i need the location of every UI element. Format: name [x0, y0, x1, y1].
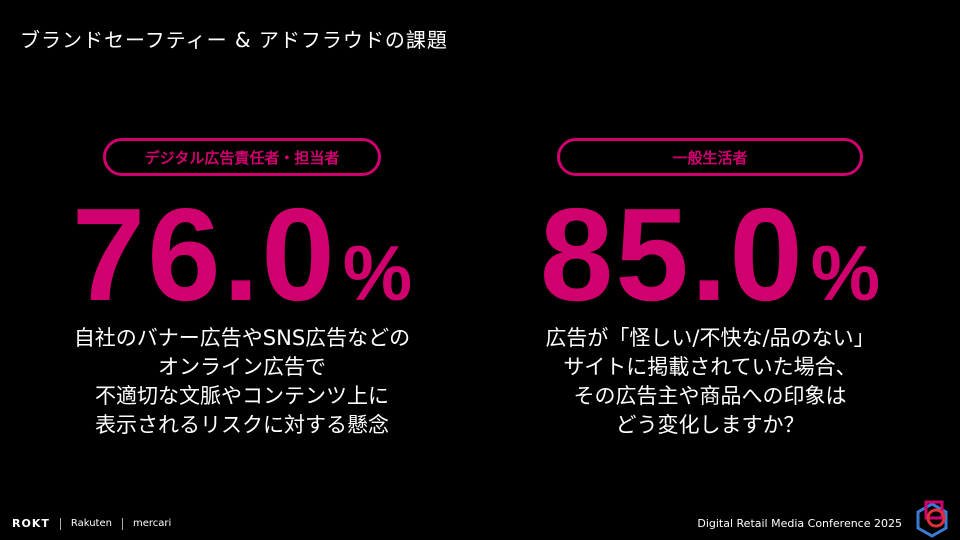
panel-description: 広告が「怪しい/不快な/品のない」 サイトに掲載されていた場合、 その広告主や商品へ…	[545, 324, 874, 440]
panel: デジタル広告責任者・担当者 76.0 % 自社のバナー広告やSNS広告などの オン…	[22, 138, 462, 440]
conference-logo	[916, 500, 948, 538]
description-line: 広告が「怪しい/不快な/品のない」	[545, 326, 875, 350]
separator	[121, 517, 123, 530]
stat-value: 85.0	[539, 181, 805, 328]
panel-description: 自社のバナー広告やSNS広告などの オンライン広告で不適切な文脈やコンテンツ上に表…	[74, 324, 410, 440]
description-line: サイトに掲載されていた場合、	[563, 355, 857, 379]
big-stat: 85.0 %	[539, 181, 881, 328]
logo-square	[924, 500, 944, 520]
logo-circle	[926, 508, 946, 528]
stat-unit: %	[810, 229, 881, 317]
description-line: その広告主や商品への印象は	[573, 384, 847, 408]
description-line: どう変化しますか？	[615, 413, 805, 437]
logo-text: Rakuten	[70, 518, 112, 529]
panel-label: デジタル広告責任者・担当者	[103, 138, 381, 176]
separator	[59, 517, 61, 530]
description-line: 自社のバナー広告やSNS広告などの	[73, 326, 411, 350]
logo-hex	[916, 502, 948, 538]
panel-label: 一般生活者	[557, 138, 863, 176]
logo-text: ROKT	[12, 517, 50, 530]
stat-value: 76.0	[71, 181, 337, 328]
description-line: 不適切な文脈やコンテンツ上に	[95, 384, 389, 408]
stat-unit: %	[342, 229, 413, 317]
footer-logos: ROKT Rakuten mercari	[12, 517, 171, 530]
big-stat: 76.0 %	[71, 181, 413, 328]
conference-name: Digital Retail Media Conference 2025	[697, 517, 902, 530]
logo-text: mercari	[132, 518, 172, 529]
slide-title: ブランドセーフティー & アドフラウドの課題	[20, 28, 448, 52]
description-line: オンライン広告で	[158, 355, 326, 379]
description-line: 表示されるリスクに対する懸念	[95, 413, 389, 437]
panel: 一般生活者 85.0 % 広告が「怪しい/不快な/品のない」 サイトに掲載されてい…	[490, 138, 930, 440]
